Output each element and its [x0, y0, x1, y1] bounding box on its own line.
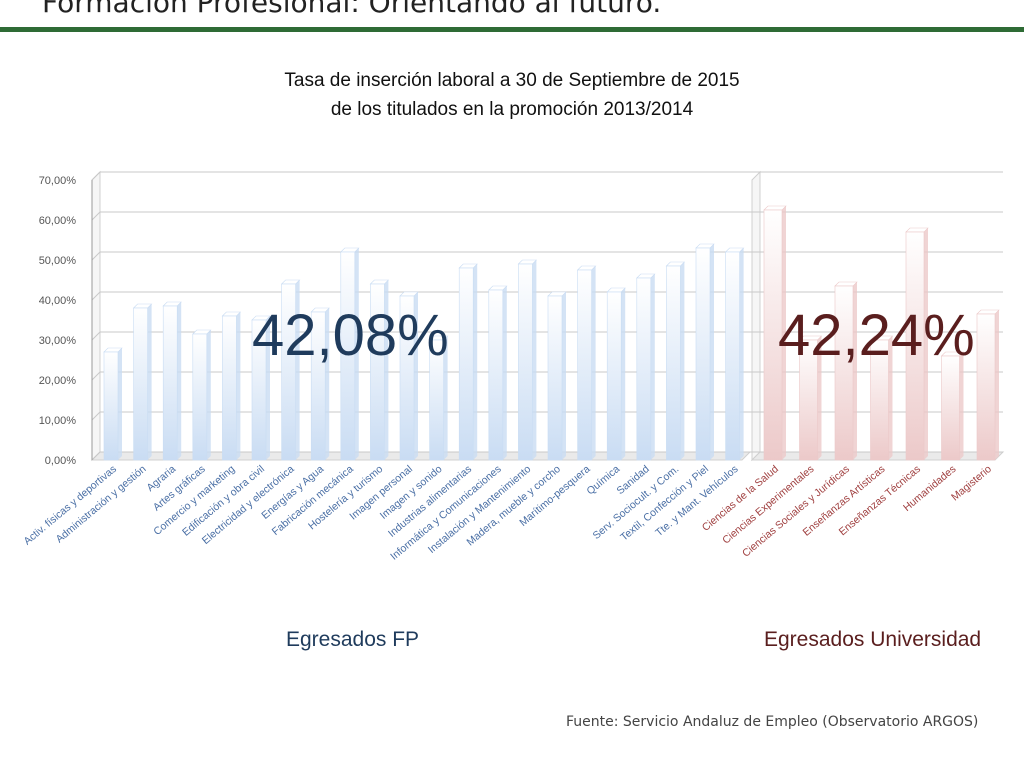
bar — [251, 319, 267, 461]
chart-side-wall — [91, 170, 101, 462]
fp-group-label: Egresados FP — [286, 628, 420, 651]
bar-side — [959, 352, 964, 460]
bar — [905, 231, 925, 461]
bar — [636, 277, 652, 461]
y-tick-label: 60,00% — [39, 215, 77, 227]
university-group-label: Egresados Universidad — [764, 628, 982, 651]
gridline-diagonal — [91, 251, 101, 261]
bar-side — [266, 316, 270, 460]
bar-side — [817, 336, 822, 460]
bar-side — [354, 248, 359, 460]
bar-side — [924, 228, 928, 460]
bar-side — [591, 266, 596, 460]
bar-side — [443, 336, 448, 460]
x-tick-label: Química — [584, 463, 622, 497]
bar-side — [473, 264, 478, 460]
bar — [606, 291, 622, 461]
bar — [799, 339, 818, 461]
bar — [577, 269, 592, 461]
bar-side — [414, 292, 418, 460]
gridline-diagonal — [91, 331, 101, 341]
bar — [192, 333, 208, 461]
bar — [941, 355, 960, 461]
fp-average-label: 42,08% — [252, 303, 449, 368]
y-tick-label: 20,00% — [39, 375, 77, 387]
bar — [399, 295, 415, 461]
bar — [518, 263, 533, 461]
bar-side — [853, 282, 857, 460]
bar — [976, 313, 996, 461]
bar-side — [680, 262, 685, 460]
y-tick-label: 30,00% — [39, 335, 77, 347]
bar-top — [763, 205, 787, 211]
bar — [725, 251, 740, 461]
bar — [133, 307, 148, 461]
gridline-diagonal — [91, 211, 101, 221]
y-tick-label: 10,00% — [39, 415, 77, 427]
gridline-diagonal — [91, 371, 101, 381]
bar — [281, 283, 296, 461]
bar — [310, 311, 326, 461]
bar — [429, 339, 444, 461]
bar-side — [295, 280, 300, 460]
y-tick-label: 40,00% — [39, 295, 77, 307]
bar — [870, 339, 889, 461]
bar-side — [782, 206, 786, 460]
bar — [547, 295, 563, 461]
bar — [834, 285, 854, 461]
bar-side — [995, 310, 999, 460]
source-note: Fuente: Servicio Andaluz de Empleo (Obse… — [566, 714, 979, 730]
bar-side — [147, 304, 152, 460]
slide-title: Formación Profesional: Orientando al fut… — [42, 0, 662, 19]
bar-side — [384, 280, 389, 460]
bar-side — [118, 348, 122, 460]
bar — [162, 305, 178, 461]
y-tick-label: 0,00% — [45, 455, 76, 467]
bar-side — [621, 288, 626, 460]
bar — [763, 209, 783, 461]
bar — [370, 283, 385, 461]
bar — [103, 351, 119, 461]
bar — [488, 289, 504, 461]
bar — [222, 315, 237, 461]
bar-side — [502, 286, 507, 460]
title-divider — [0, 27, 1024, 32]
gridline-diagonal — [91, 291, 101, 301]
bar-top — [976, 309, 1000, 315]
chart-side-wall — [751, 170, 761, 462]
bar-top — [905, 227, 929, 233]
bar-side — [532, 260, 537, 460]
chart-title: Tasa de inserción laboral a 30 de Septie… — [284, 70, 740, 91]
bar — [695, 247, 711, 461]
gridline-diagonal — [91, 451, 101, 461]
gridline-diagonal — [91, 171, 101, 181]
bar — [340, 251, 356, 461]
x-tick-label: Magisterio — [949, 463, 994, 503]
bar-side — [739, 248, 744, 460]
bar-top — [834, 281, 858, 287]
y-tick-label: 70,00% — [39, 175, 77, 187]
bar-side — [562, 292, 566, 460]
bar-side — [236, 312, 241, 460]
y-tick-label: 50,00% — [39, 255, 77, 267]
bar — [666, 265, 681, 461]
bar-side — [177, 302, 182, 460]
bar-side — [650, 274, 655, 460]
bar-chart: 0,00% 10,00% 20,00% 30,00% 40,00% 50,00% 60,00… — [22, 170, 1005, 563]
bar-side — [888, 336, 893, 460]
chart-subtitle: de los titulados en la promoción 2013/20… — [330, 99, 694, 120]
bar-side — [206, 330, 211, 460]
bar-side — [325, 308, 330, 460]
bar — [458, 267, 474, 461]
bar-side — [710, 244, 714, 460]
gridline-diagonal — [91, 411, 101, 421]
university-average-label: 42,24% — [778, 303, 975, 368]
